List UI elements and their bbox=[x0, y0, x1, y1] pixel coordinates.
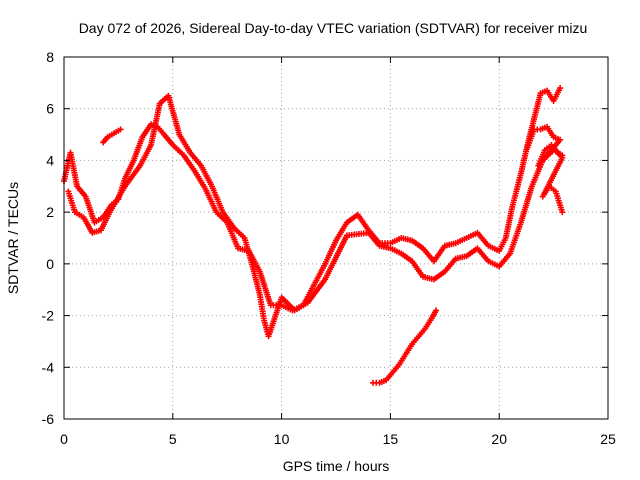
y-tick-label: 4 bbox=[46, 152, 54, 168]
chart-title: Day 072 of 2026, Sidereal Day-to-day VTE… bbox=[79, 20, 588, 36]
point-late-branch bbox=[559, 209, 566, 216]
x-tick-label: 0 bbox=[60, 431, 68, 447]
x-tick-label: 25 bbox=[600, 431, 616, 447]
x-tick-label: 15 bbox=[383, 431, 399, 447]
point-upper-trace bbox=[557, 85, 564, 92]
y-tick-label: 8 bbox=[46, 49, 54, 65]
y-axis-ticks: -6 -4 -2 0 2 4 6 8 bbox=[42, 49, 608, 427]
x-tick-label: 5 bbox=[169, 431, 177, 447]
x-tick-label: 10 bbox=[274, 431, 290, 447]
data-points bbox=[61, 85, 566, 386]
point-isolated-dip bbox=[433, 307, 440, 314]
plot-frame bbox=[63, 56, 609, 420]
x-axis-ticks: 0 5 10 15 20 25 bbox=[60, 57, 616, 447]
y-tick-label: 2 bbox=[46, 204, 54, 220]
y-tick-label: 6 bbox=[46, 101, 54, 117]
x-tick-label: 20 bbox=[491, 431, 507, 447]
y-tick-label: -4 bbox=[42, 359, 55, 375]
x-axis-label: GPS time / hours bbox=[283, 458, 390, 474]
y-axis-label: SDTVAR / TECUs bbox=[5, 182, 21, 294]
y-tick-label: 0 bbox=[46, 256, 54, 272]
y-tick-label: -6 bbox=[42, 411, 55, 427]
point-morning-branch bbox=[117, 126, 124, 133]
y-tick-label: -2 bbox=[42, 308, 55, 324]
